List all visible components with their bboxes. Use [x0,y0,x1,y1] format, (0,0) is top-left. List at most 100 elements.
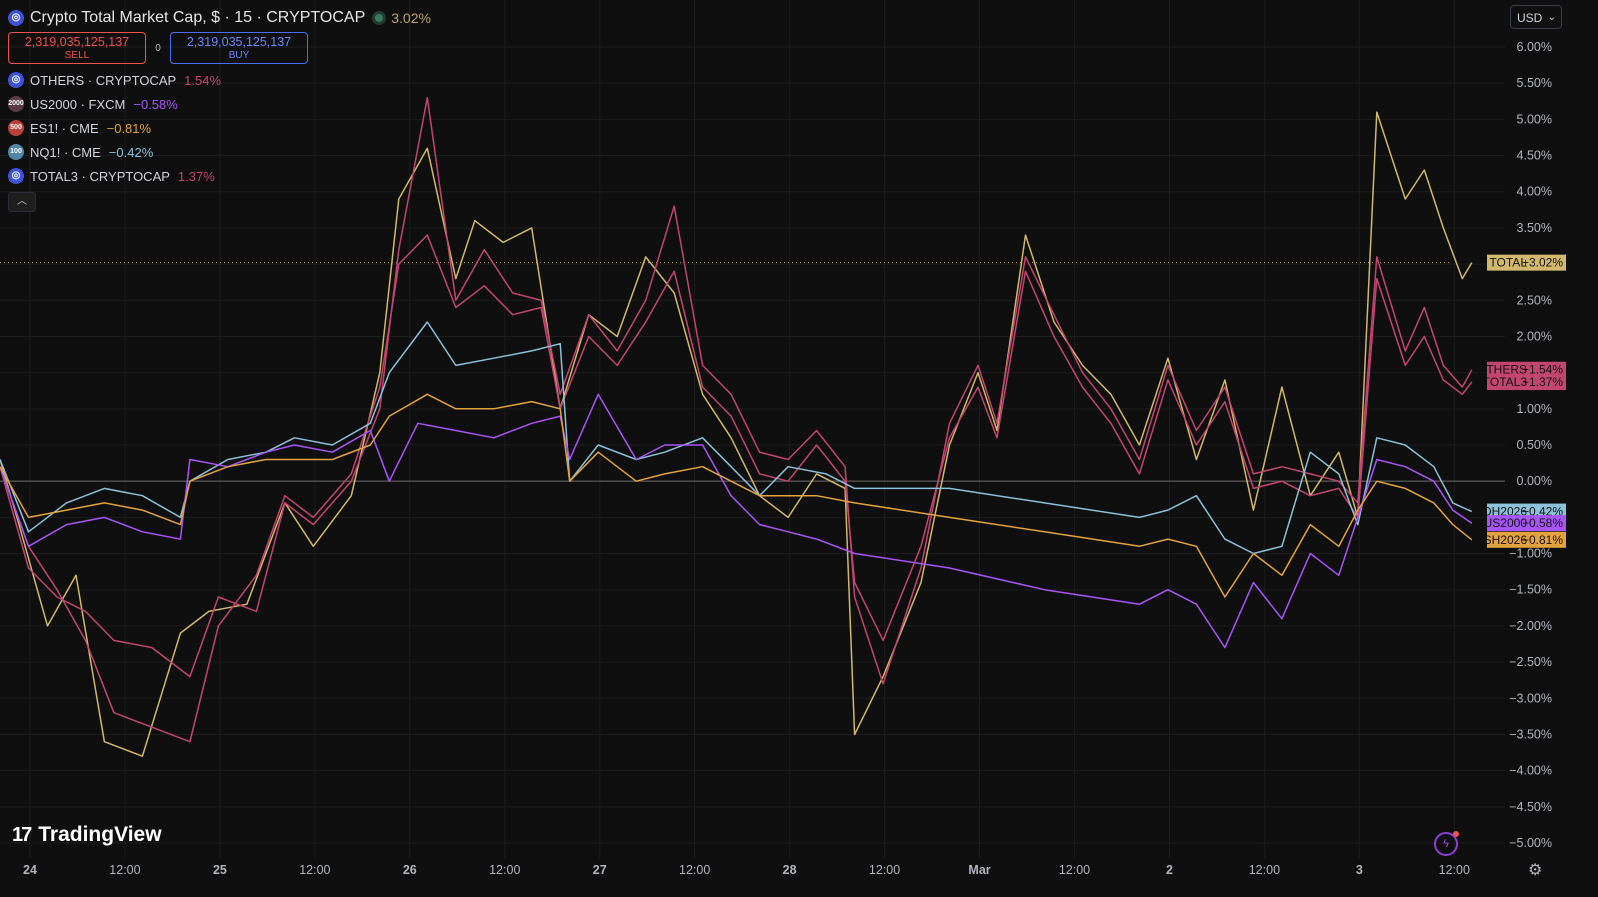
cryptocap-icon: ◎ [8,168,24,184]
y-tick-label: −4.50% [1509,800,1552,814]
legend-row[interactable]: 2000 US2000 · FXCM −0.58% [8,92,431,116]
x-tick-label: 24 [23,863,37,877]
x-tick-label: 12:00 [1439,863,1470,877]
series-name-label: ESH2026 [1476,533,1528,547]
chevron-down-icon: ⌄ [1547,12,1556,23]
sell-price: 2,319,035,125,137 [24,35,130,49]
main-change: 3.02% [391,10,431,26]
legend-row[interactable]: ◎ TOTAL3 · CRYPTOCAP 1.37% [8,164,431,188]
x-tick-label: 12:00 [869,863,900,877]
collapse-legend-button[interactable]: ︿ [8,192,36,212]
y-tick-label: −3.00% [1509,691,1552,705]
series-line-nqh2026 [0,321,1473,555]
legend-row[interactable]: 100 NQ1! · CME −0.42% [8,140,431,164]
x-tick-label: 12:00 [109,863,140,877]
y-tick-label: −2.00% [1509,619,1552,633]
series-line-others [0,96,1473,685]
x-tick-label: 2 [1166,863,1173,877]
legend-change: −0.42% [108,144,154,160]
legend-main[interactable]: ◎ Crypto Total Market Cap, $ · 15 · CRYP… [8,6,431,30]
y-tick-label: −4.00% [1509,764,1552,778]
y-tick-label: 4.50% [1517,149,1552,163]
last-value-tag [1487,374,1566,391]
last-value-tag [1487,361,1566,378]
series-last-value: +1.37% [1522,375,1563,389]
x-tick-label: 28 [783,863,797,877]
last-value-label: TOTAL+3.02% [1487,254,1566,271]
series-name-label: US2000 [1484,516,1528,530]
price-axis: 6.00%5.50%5.00%4.50%4.00%3.50%3.00%2.50%… [1509,40,1552,850]
last-value-tag [1487,531,1566,548]
trade-buttons: 2,319,035,125,137 SELL 0 2,319,035,125,1… [8,32,431,64]
last-value-label: US2000−0.58% [1484,515,1566,532]
y-tick-label: 6.00% [1517,40,1552,54]
gear-icon[interactable]: ⚙ [1528,862,1543,879]
sell-button[interactable]: 2,319,035,125,137 SELL [8,32,146,64]
cryptocap-icon: ◎ [8,72,24,88]
buy-price: 2,319,035,125,137 [186,35,292,49]
nq-icon: 100 [8,144,24,160]
spread-value: 0 [155,42,161,54]
tradingview-logo[interactable]: 17 TradingView [12,823,162,847]
es-icon: 500 [8,120,24,136]
last-value-tag [1487,515,1566,532]
last-value-tag [1487,254,1566,271]
legend-change: −0.81% [106,120,152,136]
x-tick-label: Mar [968,863,990,877]
y-tick-label: 0.00% [1517,474,1552,488]
legend-change: −0.58% [133,96,178,112]
y-tick-label: 2.00% [1517,329,1552,343]
y-tick-label: 5.00% [1517,112,1552,126]
series-last-value: −0.81% [1522,533,1563,547]
legend-symbol-name: ES1! · CME [30,120,99,136]
currency-label: USD [1517,11,1543,25]
y-tick-label: −1.50% [1509,583,1552,597]
series-name-label: NQH2026 [1474,505,1528,519]
y-tick-label: −5.00% [1509,836,1552,850]
x-tick-label: 26 [403,863,417,877]
chart-series [0,96,1473,757]
series-name-label: TOTAL3 [1483,375,1528,389]
x-tick-label: 12:00 [679,863,710,877]
time-axis: 24 12:00 25 12:00 26 12:00 27 12:00 28 12:00 Mar 12… [23,863,1470,877]
x-tick-label: 12:00 [1249,863,1280,877]
legend-symbol-name: TOTAL3 · CRYPTOCAP [30,168,170,184]
main-symbol-title: Crypto Total Market Cap, $ · 15 · CRYPTO… [30,9,366,26]
y-tick-label: −2.50% [1509,655,1552,669]
legend-row[interactable]: ◎ OTHERS · CRYPTOCAP 1.54% [8,68,431,92]
legend-change: 1.54% [184,72,222,88]
series-line-us2000 [0,393,1473,649]
y-tick-label: −3.50% [1509,727,1552,741]
series-name-label: OTHERS [1477,363,1527,377]
cryptocap-icon: ◎ [8,10,24,26]
x-tick-label: 25 [213,863,227,877]
market-status-icon[interactable] [375,14,384,22]
y-tick-label: 2.50% [1517,293,1552,307]
sell-label: SELL [64,50,90,61]
y-tick-label: 0.50% [1517,438,1552,452]
series-last-value-labels: TOTAL+3.02% OTHERS+1.54%TOTAL3+1.37% NQH20… [1474,254,1566,548]
legend-change: 1.37% [177,168,215,184]
legend: ◎ Crypto Total Market Cap, $ · 15 · CRYP… [8,6,431,212]
legend-row[interactable]: 500 ES1! · CME −0.81% [8,116,431,140]
legend-symbol-name: US2000 · FXCM [30,96,126,112]
series-last-value: +3.02% [1522,256,1563,270]
x-tick-label: 27 [593,863,607,877]
currency-selector[interactable]: USD ⌄ [1510,5,1562,29]
y-tick-label: 3.50% [1517,221,1552,235]
y-tick-label: 1.00% [1517,402,1552,416]
y-tick-label: 5.50% [1517,76,1552,90]
tradingview-wordmark: TradingView [38,823,162,846]
y-tick-label: 4.00% [1517,185,1552,199]
buy-button[interactable]: 2,319,035,125,137 BUY [170,32,308,64]
tradingview-logo-icon: 17 [12,823,32,846]
buy-label: BUY [228,50,250,61]
lightning-icon[interactable]: ϟ [1434,831,1459,856]
y-tick-label: −1.00% [1509,547,1552,561]
last-value-label: OTHERS+1.54% [1477,361,1566,378]
us2000-icon: 2000 [8,96,24,112]
series-last-value: −0.42% [1522,505,1563,519]
legend-symbol-name: OTHERS · CRYPTOCAP [30,72,177,88]
series-line-total3 [0,234,1473,743]
